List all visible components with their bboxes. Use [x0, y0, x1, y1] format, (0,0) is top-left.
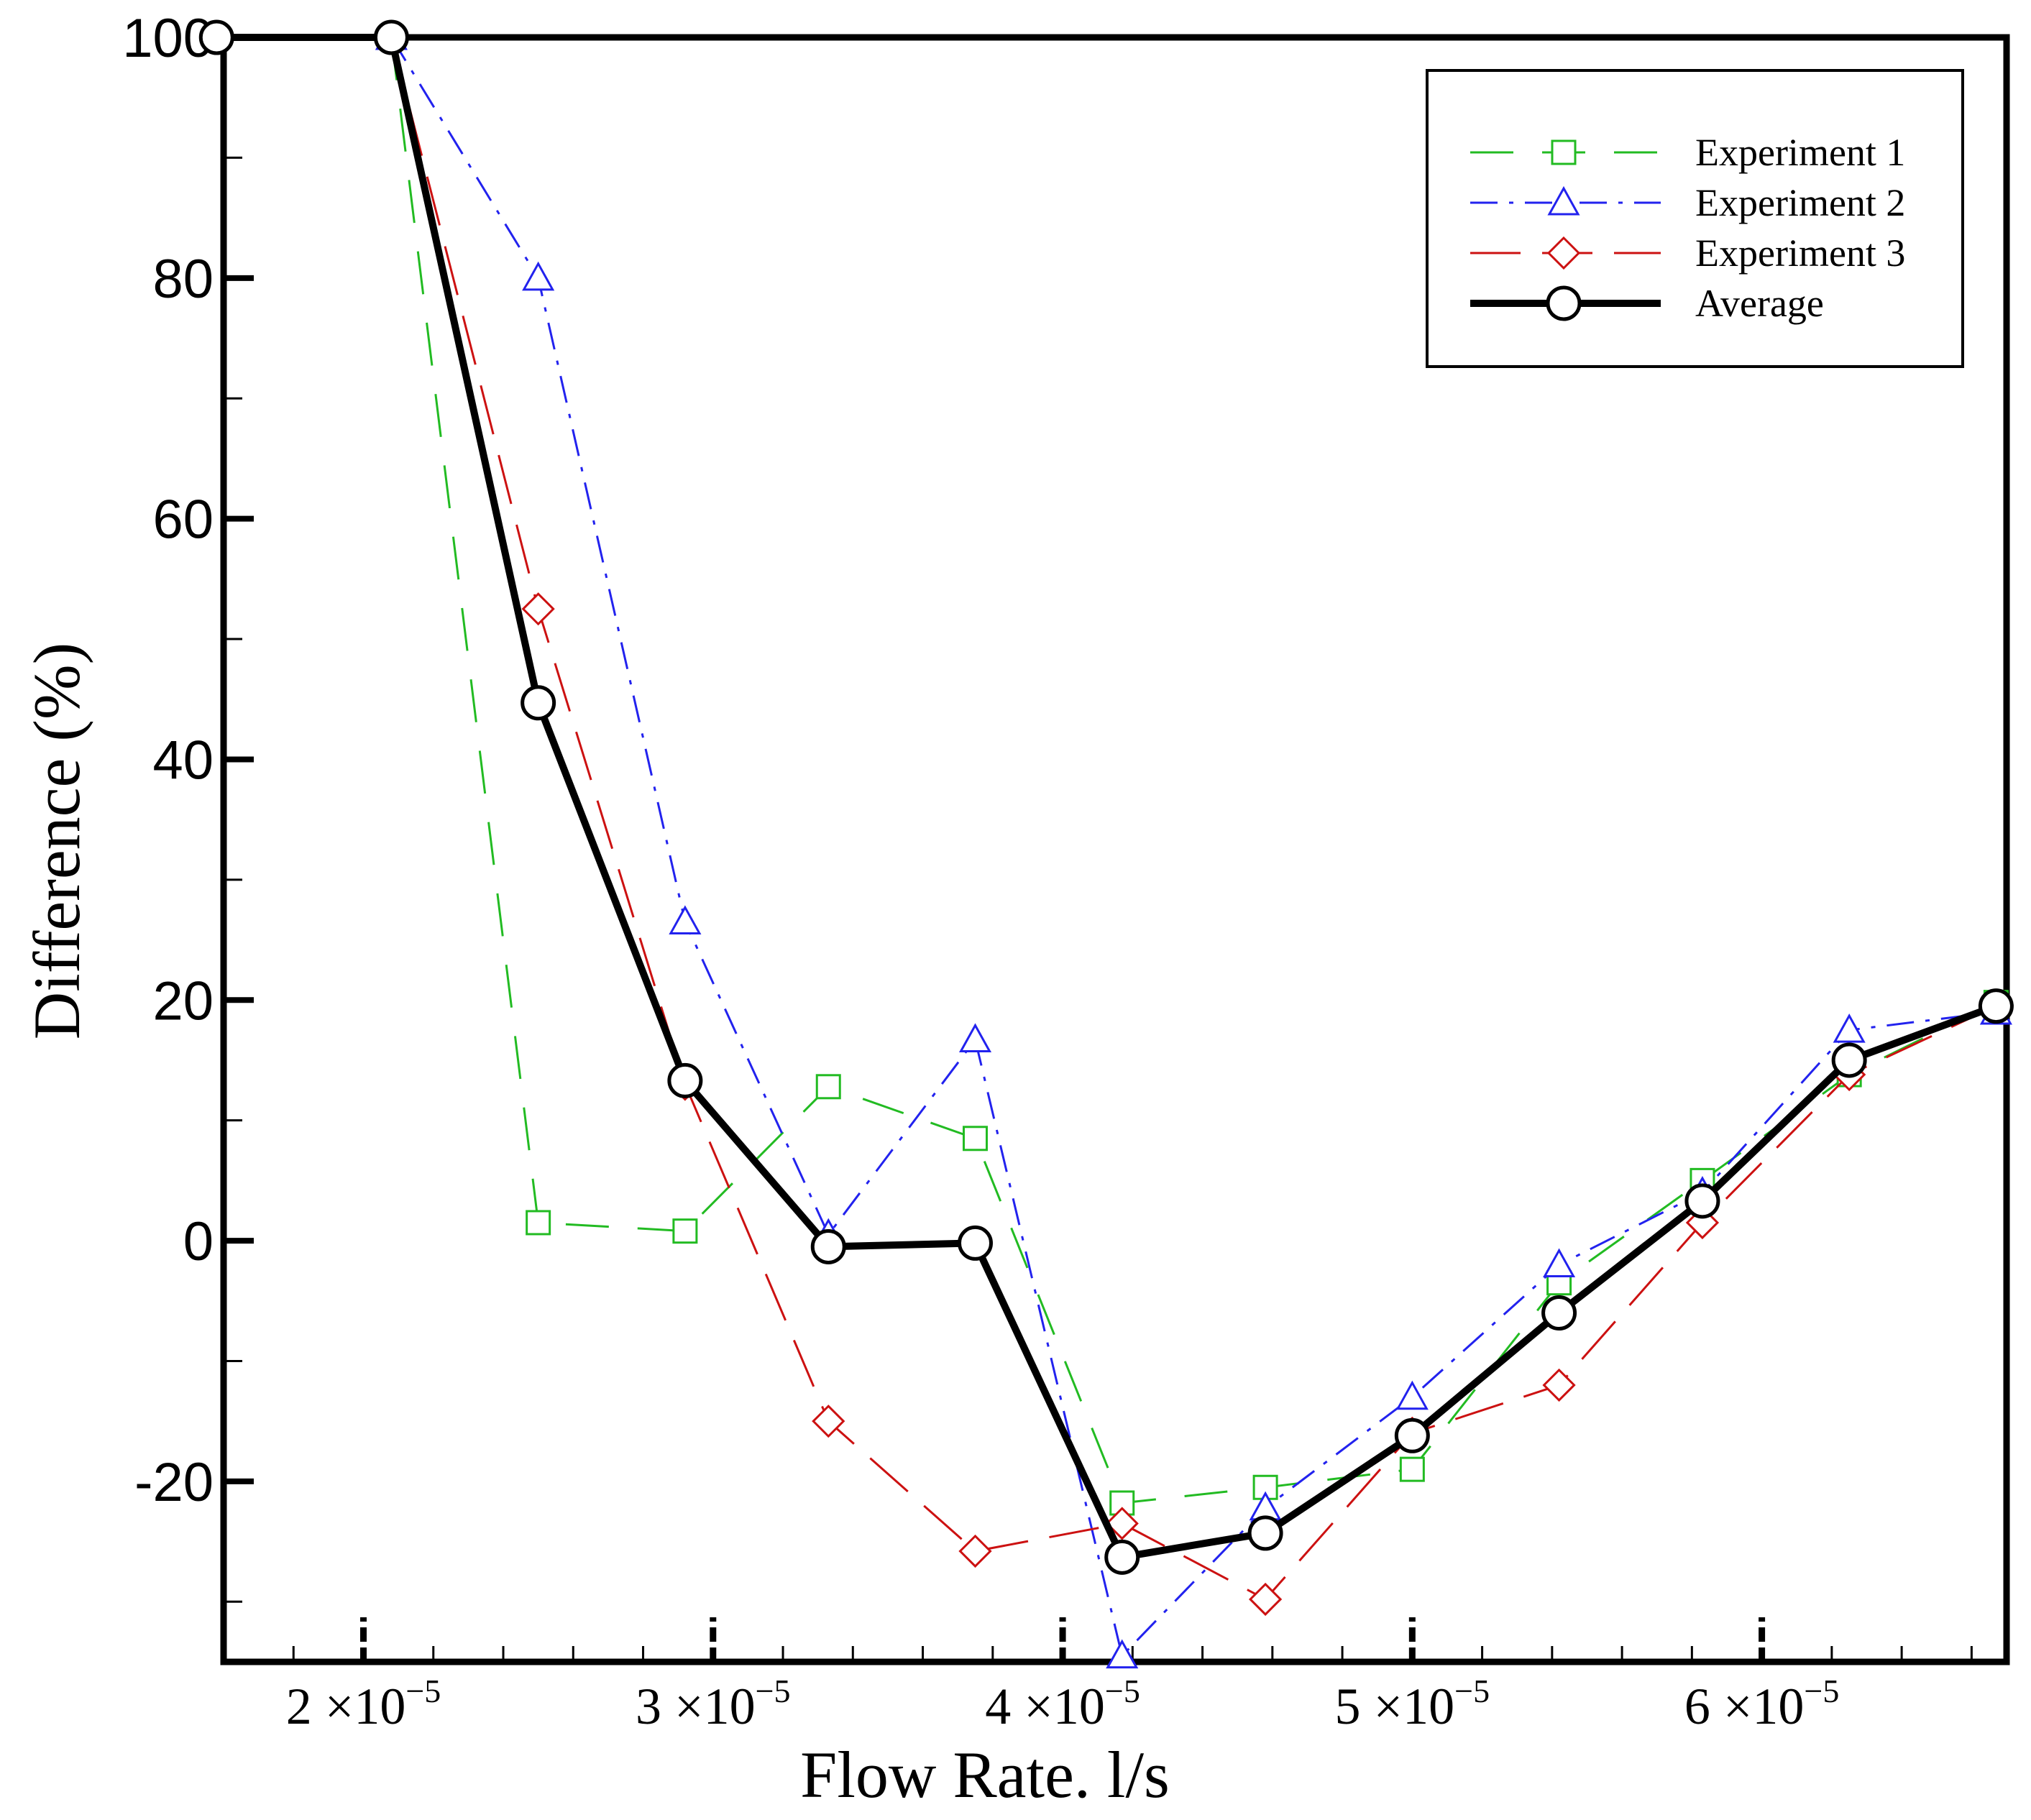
- data-point-circle: [198, 19, 234, 55]
- x-tick-mantissa: 5 ×10: [1335, 1678, 1455, 1735]
- data-point-circle: [810, 1228, 846, 1264]
- data-point-circle: [1104, 1539, 1140, 1575]
- legend-marker-triangle: [1547, 185, 1580, 216]
- data-point-triangle: [1106, 1639, 1139, 1669]
- data-point-circle: [1684, 1183, 1720, 1219]
- data-point-triangle: [958, 1023, 992, 1053]
- x-tick-exponent: −5: [1804, 1673, 1839, 1709]
- data-point-triangle: [522, 261, 555, 291]
- legend-marker-square: [1551, 139, 1577, 165]
- data-point-circle: [1394, 1417, 1430, 1453]
- series-line: [390, 37, 1997, 1504]
- data-point-diamond: [1248, 1582, 1283, 1617]
- data-point-diamond: [1105, 1507, 1139, 1540]
- legend-label: Experiment 1: [1695, 131, 1905, 174]
- legend-marker-circle: [1546, 285, 1582, 321]
- y-axis-ticks: 100 80 60 40 20 0 -20: [122, 8, 254, 1603]
- data-point-circle: [1831, 1042, 1867, 1078]
- data-point-circle: [1978, 988, 2014, 1024]
- x-tick-mantissa: 3 ×10: [636, 1678, 756, 1735]
- data-point-square: [1399, 1456, 1425, 1482]
- data-point-circle: [957, 1225, 993, 1261]
- x-axis-label: Flow Rate. l/s: [800, 1738, 1170, 1811]
- data-point-square: [962, 1126, 988, 1152]
- data-point-circle: [521, 685, 556, 721]
- x-tick-exponent: −5: [1105, 1673, 1140, 1709]
- data-point-diamond: [812, 1405, 845, 1438]
- x-tick-label: 2 ×10−5: [286, 1673, 441, 1735]
- x-tick-label: 5 ×10−5: [1335, 1673, 1490, 1735]
- data-point-triangle: [1543, 1248, 1576, 1278]
- legend: Experiment 1 Experiment 2 Experiment 3 Aver…: [1426, 69, 1964, 368]
- y-tick-label: 60: [152, 490, 214, 551]
- data-point-triangle: [1395, 1380, 1429, 1410]
- data-point-diamond: [958, 1534, 992, 1568]
- x-tick-label: 4 ×10−5: [985, 1673, 1140, 1735]
- series-line: [390, 37, 1997, 1601]
- legend-label: Experiment 2: [1695, 181, 1905, 224]
- legend-marker-diamond: [1546, 236, 1581, 270]
- x-axis-ticks: 2 ×10−5 3 ×10−5 4 ×10−5 5 ×10−5 6 ×10−5: [286, 1617, 1840, 1735]
- y-tick-label: -20: [134, 1452, 214, 1513]
- y-axis-label: Difference (%): [20, 643, 93, 1040]
- series-line: [390, 37, 1996, 1658]
- data-point-square: [526, 1210, 551, 1236]
- data-point-circle: [373, 19, 409, 55]
- data-point-diamond: [1542, 1368, 1576, 1402]
- x-tick-label: 6 ×10−5: [1684, 1673, 1840, 1735]
- data-point-triangle: [669, 905, 702, 934]
- data-point-square: [815, 1074, 841, 1100]
- data-point-triangle: [1833, 1014, 1866, 1043]
- series-average: [198, 19, 2014, 1575]
- series-layer: [198, 19, 2014, 1669]
- x-tick-mantissa: 2 ×10: [286, 1678, 406, 1735]
- x-tick-mantissa: 4 ×10: [985, 1678, 1105, 1735]
- legend-label: Experiment 3: [1695, 231, 1905, 275]
- x-tick-exponent: −5: [1454, 1673, 1490, 1709]
- legend-box: [1426, 69, 1964, 368]
- data-point-diamond: [521, 592, 555, 626]
- y-tick-label: 100: [122, 8, 214, 69]
- y-tick-label: 40: [152, 730, 214, 791]
- x-minor-ticks: [222, 1646, 1973, 1662]
- x-tick-exponent: −5: [756, 1673, 791, 1709]
- data-point-circle: [667, 1062, 703, 1098]
- y-tick-label: 0: [183, 1211, 214, 1272]
- x-tick-exponent: −5: [405, 1673, 441, 1709]
- data-point-circle: [1541, 1295, 1577, 1331]
- legend-label: Average: [1695, 282, 1824, 325]
- y-tick-label: 20: [152, 970, 214, 1031]
- data-point-square: [672, 1218, 698, 1244]
- y-tick-label: 80: [152, 249, 214, 310]
- x-tick-label: 3 ×10−5: [636, 1673, 791, 1735]
- data-point-circle: [1247, 1515, 1283, 1551]
- x-tick-mantissa: 6 ×10: [1684, 1678, 1805, 1735]
- legend-rows: Experiment 1 Experiment 2 Experiment 3 Aver…: [1470, 131, 1905, 325]
